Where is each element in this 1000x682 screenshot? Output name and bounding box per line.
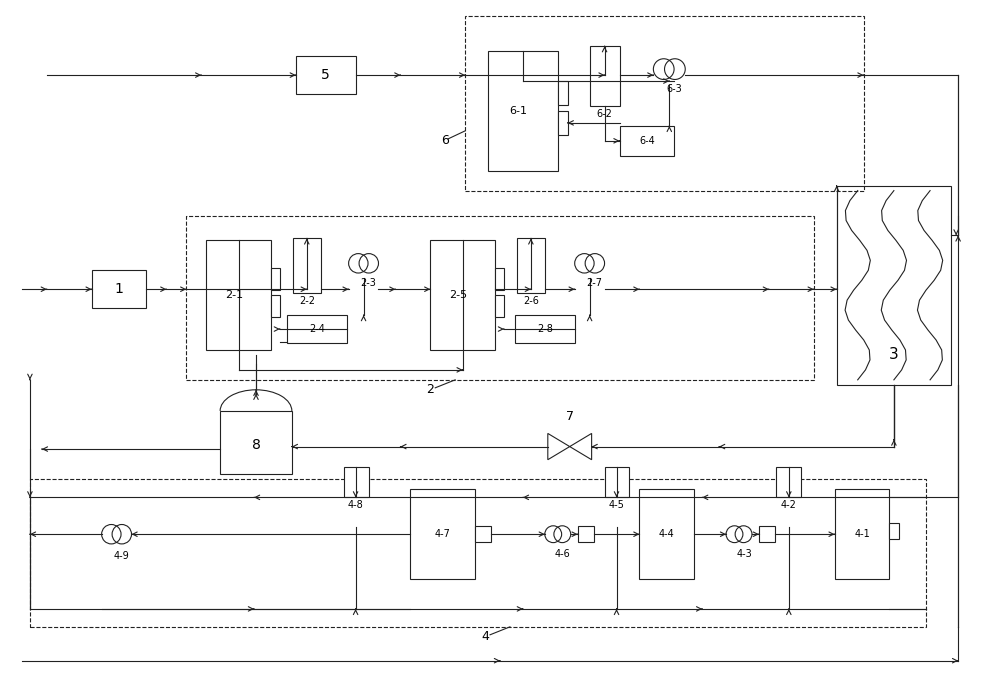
Text: 2-4: 2-4 [309,324,325,334]
Bar [558,81,568,105]
Bar [344,467,369,497]
Text: 3: 3 [889,347,899,362]
Text: 6: 6 [441,134,449,147]
Bar [517,239,545,293]
Bar [835,490,889,579]
Text: 2: 2 [426,383,434,396]
Bar [605,467,629,497]
Text: 2-3: 2-3 [361,278,376,288]
Text: 6-4: 6-4 [639,136,655,146]
Bar [465,16,864,190]
Bar [271,268,280,290]
Text: 8: 8 [252,438,260,452]
Text: 2-2: 2-2 [299,296,315,306]
Bar [620,126,674,155]
Text: 4-6: 4-6 [555,549,571,559]
Bar [475,527,491,542]
Text: 4-7: 4-7 [435,529,451,539]
Bar [889,522,899,539]
Text: 2-6: 2-6 [523,296,539,306]
Bar [293,239,321,293]
Text: 4-1: 4-1 [854,529,870,539]
Bar [590,46,620,106]
Text: 4-2: 4-2 [781,501,797,510]
Text: 4-8: 4-8 [348,501,363,510]
Bar [186,216,814,380]
Text: 2-5: 2-5 [450,290,468,300]
Bar [206,241,271,350]
Bar [759,527,775,542]
Bar [776,467,801,497]
Bar [558,111,568,135]
Bar [410,490,475,579]
Bar [220,411,292,475]
Bar [515,315,575,343]
Bar [271,295,280,317]
Text: 4: 4 [481,630,489,643]
Text: 7: 7 [566,410,574,424]
Bar [639,490,694,579]
Polygon shape [548,434,570,460]
Bar [495,268,504,290]
Bar [296,56,356,94]
Text: 4-5: 4-5 [609,501,624,510]
Text: 4-9: 4-9 [114,551,129,561]
Text: 6-3: 6-3 [666,84,682,94]
Bar [578,527,594,542]
Text: 2-7: 2-7 [587,278,603,288]
Bar [837,186,951,385]
Bar [92,270,146,308]
Text: 1: 1 [115,282,123,296]
Text: 6-1: 6-1 [509,106,527,116]
Bar [488,51,558,170]
Bar [30,479,926,627]
Text: 5: 5 [321,68,330,82]
Polygon shape [570,434,592,460]
Text: 4-3: 4-3 [736,549,752,559]
Text: 2-8: 2-8 [537,324,553,334]
Bar [287,315,347,343]
Bar [495,295,504,317]
Text: 6-2: 6-2 [597,109,613,119]
Text: 2-1: 2-1 [226,290,244,300]
Bar [430,241,495,350]
Text: 4-4: 4-4 [659,529,675,539]
